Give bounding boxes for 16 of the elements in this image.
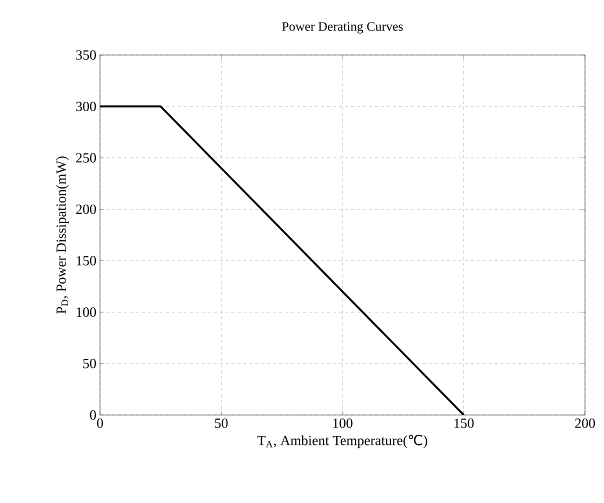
- x-axis-title: T$_{A}$, Ambient Temperature(℃): [257, 434, 428, 448]
- y-tick-label: 250: [76, 153, 96, 163]
- y-tick-label: 100: [76, 307, 96, 317]
- chart-title: Power Derating Curves: [282, 22, 403, 34]
- y-tick-label: 150: [76, 256, 96, 266]
- x-tick-label: 0: [97, 418, 103, 428]
- x-tick-label: 150: [454, 418, 474, 428]
- y-tick-label: 200: [76, 204, 96, 214]
- x-tick-label: 50: [215, 418, 228, 428]
- y-tick-label: 50: [83, 358, 96, 368]
- x-tick-label: 100: [333, 418, 352, 428]
- y-tick-label: 350: [76, 50, 96, 60]
- x-tick-label: 200: [575, 418, 595, 428]
- y-tick-label: 0: [90, 410, 96, 420]
- y-tick-label: 300: [76, 102, 96, 112]
- y-axis-title: P$_{D}$, Power Dissipation(mW): [56, 156, 69, 314]
